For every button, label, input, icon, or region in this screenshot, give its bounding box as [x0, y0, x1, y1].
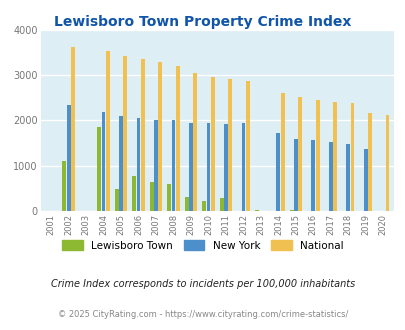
Bar — [119, 116, 123, 211]
Bar — [385, 115, 388, 211]
Bar — [241, 123, 245, 211]
Bar — [245, 81, 249, 211]
Bar — [289, 210, 293, 211]
Bar — [97, 127, 101, 211]
Bar — [136, 118, 140, 211]
Bar — [315, 100, 319, 211]
Bar — [328, 142, 332, 211]
Bar — [154, 120, 158, 211]
Bar — [297, 97, 301, 211]
Bar — [333, 102, 336, 211]
Bar — [175, 66, 179, 211]
Text: Crime Index corresponds to incidents per 100,000 inhabitants: Crime Index corresponds to incidents per… — [51, 279, 354, 289]
Bar — [202, 201, 206, 211]
Bar — [149, 182, 153, 211]
Bar — [280, 93, 284, 211]
Bar — [62, 161, 66, 211]
Text: © 2025 CityRating.com - https://www.cityrating.com/crime-statistics/: © 2025 CityRating.com - https://www.city… — [58, 310, 347, 319]
Bar — [193, 73, 196, 211]
Bar — [206, 123, 210, 211]
Bar — [228, 79, 232, 211]
Bar — [345, 145, 350, 211]
Bar — [158, 62, 162, 211]
Bar — [141, 59, 144, 211]
Bar — [184, 197, 188, 211]
Legend: Lewisboro Town, New York, National: Lewisboro Town, New York, National — [58, 236, 347, 255]
Bar — [106, 51, 109, 211]
Bar — [311, 141, 315, 211]
Bar — [70, 47, 75, 211]
Bar — [276, 133, 279, 211]
Bar — [350, 103, 354, 211]
Bar — [224, 124, 227, 211]
Bar — [189, 123, 192, 211]
Bar — [363, 148, 367, 211]
Bar — [115, 189, 119, 211]
Bar — [101, 112, 105, 211]
Bar — [66, 106, 70, 211]
Bar — [219, 198, 223, 211]
Bar — [123, 56, 127, 211]
Bar — [293, 139, 297, 211]
Bar — [132, 176, 136, 211]
Bar — [167, 183, 171, 211]
Bar — [171, 120, 175, 211]
Text: Lewisboro Town Property Crime Index: Lewisboro Town Property Crime Index — [54, 15, 351, 29]
Bar — [210, 77, 214, 211]
Bar — [367, 113, 371, 211]
Bar — [254, 210, 258, 211]
